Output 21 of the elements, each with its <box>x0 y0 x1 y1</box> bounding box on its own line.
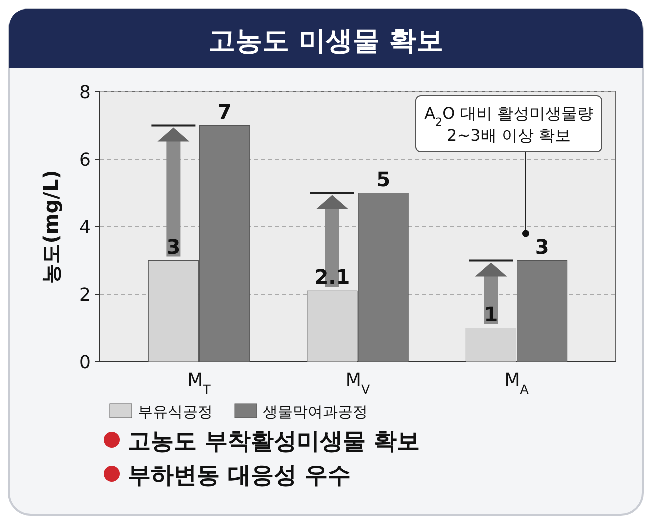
data-label: 1 <box>484 302 498 326</box>
text: 고농도 부착활성미생물 확보 <box>128 429 420 455</box>
y-tick-label: 4 <box>80 217 91 238</box>
y-tick-label: 0 <box>80 352 91 374</box>
text: 부하변동 대응성 우수 <box>128 463 352 489</box>
y-tick-label: 2 <box>80 284 91 306</box>
legend-label: 부유식공정 <box>138 403 213 421</box>
data-label: 7 <box>218 100 232 124</box>
data-label: 3 <box>166 234 181 259</box>
annotation: A$_{2}$O 대비 활성미생물량 2~3배 이상 확보 <box>424 104 594 145</box>
x-tick-label: M$_{A}$ <box>504 370 530 396</box>
x-tick-label: M$_{V}$ <box>346 370 370 396</box>
data-label: 5 <box>376 167 391 192</box>
y-tick-label: 6 <box>80 150 91 171</box>
data-label: 3 <box>535 234 550 259</box>
data-label: 2.1 <box>314 265 350 290</box>
x-tick-label: M$_{T}$ <box>188 370 212 396</box>
legend-label: 생물막여과공정 <box>263 403 368 421</box>
y-tick-label: 8 <box>80 82 91 104</box>
y-axis-title: 농도(mg/L) <box>39 170 63 284</box>
chart-title: 고농도 미생물 확보 <box>208 26 444 57</box>
